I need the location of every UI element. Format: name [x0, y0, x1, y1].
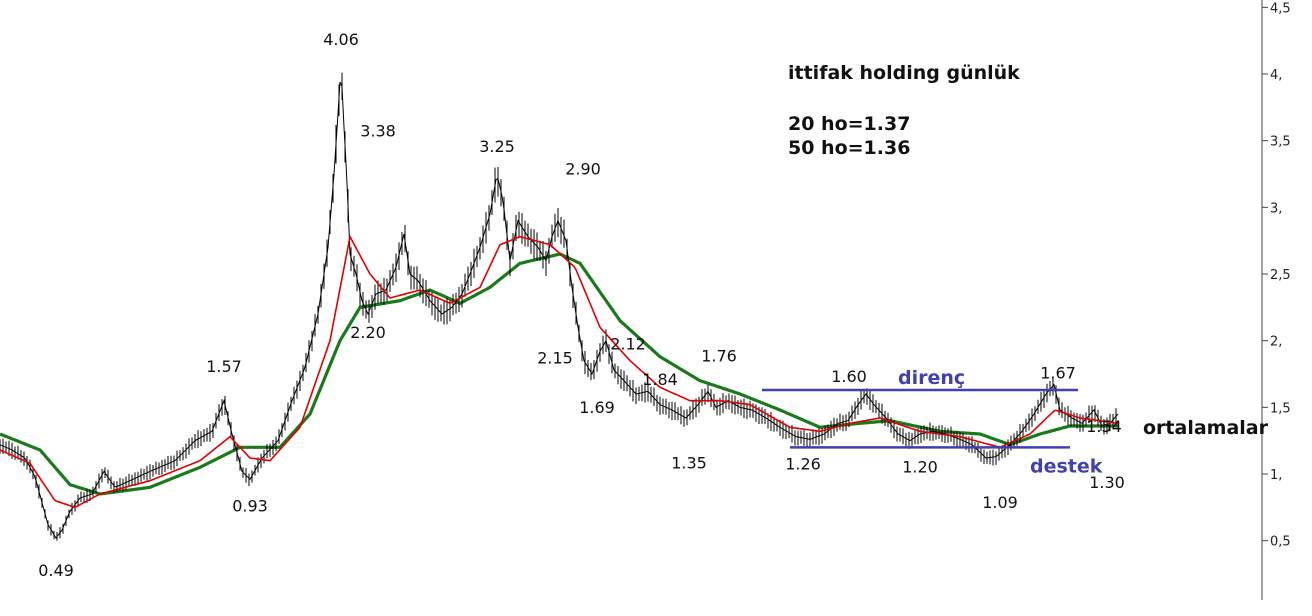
price-label: 1.35 [671, 453, 707, 472]
price-labels: 0.49 0.93 1.57 4.06 3.38 2.20 3.25 2.90 2.15 2.12… [38, 30, 1125, 580]
price-label: 1.67 [1040, 364, 1076, 383]
price-label: 3.25 [479, 137, 515, 156]
y-tick-label: 2,5 [1270, 268, 1291, 283]
price-label: 2.20 [350, 323, 386, 342]
price-label: 4.06 [323, 30, 359, 49]
price-label: 1.54 [1086, 417, 1122, 436]
ma20-line [0, 234, 1119, 508]
level-label-1: destek [1030, 455, 1103, 477]
ma50-info: 50 ho=1.36 [788, 137, 910, 159]
price-label: 2.12 [610, 335, 646, 354]
ma50-series [0, 252, 1118, 496]
y-tick-label: 3, [1270, 201, 1282, 216]
price-label: 0.93 [232, 496, 268, 515]
price-label: 1.20 [902, 457, 938, 476]
y-tick-label: 4,5 [1270, 1, 1291, 16]
price-label: 2.90 [565, 160, 601, 179]
y-tick-label: 1, [1270, 468, 1282, 483]
price-label: 2.15 [537, 349, 573, 368]
averages-label: ortalamalar [1143, 417, 1269, 439]
price-label: 0.49 [38, 561, 74, 580]
price-label: 1.60 [831, 367, 867, 386]
y-tick-label: 4, [1270, 68, 1282, 83]
price-label: 1.69 [579, 398, 615, 417]
price-label: 1.30 [1089, 473, 1125, 492]
y-tick-label: 2, [1270, 335, 1282, 350]
price-label: 1.26 [785, 454, 821, 473]
price-label: 1.84 [642, 370, 678, 389]
chart-title: ittifak holding günlük [788, 62, 1020, 84]
y-tick-label: 3,5 [1270, 135, 1291, 150]
ma20-series [0, 234, 1119, 508]
ma50-line [0, 252, 1118, 496]
level-label-0: direnç [898, 367, 965, 389]
price-label: 3.38 [360, 122, 396, 141]
y-axis: 0,5 1, 1,5 2, 2,5 3, 3,5 4, 4,5 [1261, 0, 1291, 600]
support-resistance-levels: direnç destek [762, 367, 1103, 477]
price-label: 1.57 [206, 357, 242, 376]
y-tick-label: 0,5 [1270, 535, 1291, 550]
price-label: 1.09 [982, 493, 1018, 512]
ma20-info: 20 ho=1.37 [788, 113, 910, 135]
y-tick-label: 1,5 [1270, 401, 1291, 416]
price-label: 1.76 [701, 347, 737, 366]
